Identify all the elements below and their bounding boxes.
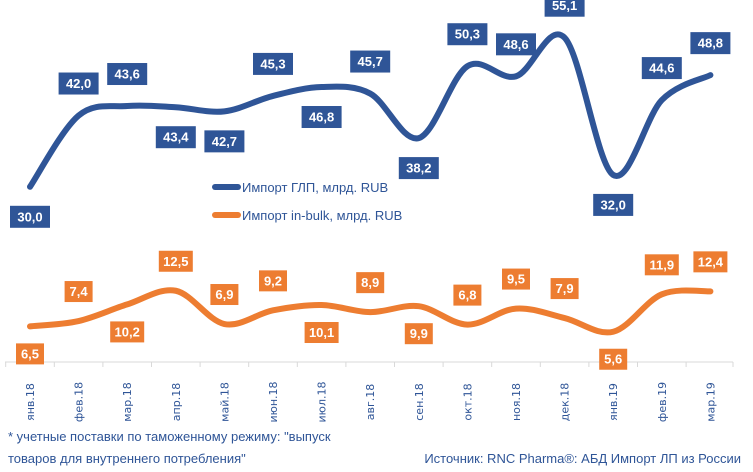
data-label-box <box>690 32 731 55</box>
x-tick-label: апр.18 <box>170 383 183 421</box>
data-label-box <box>644 254 679 276</box>
data-label: 5,6 <box>604 352 622 367</box>
data-label: 48,8 <box>698 36 723 51</box>
series-line-glp <box>27 31 714 190</box>
data-label: 7,9 <box>556 281 574 296</box>
data-label-box <box>447 23 488 46</box>
data-label: 50,3 <box>455 27 480 42</box>
x-tick-label: фев.19 <box>656 382 669 422</box>
data-label-box <box>496 33 536 56</box>
source-note: Источник: RNC Pharma®: АБД Импорт ЛП из … <box>424 451 741 466</box>
data-label: 9,5 <box>507 272 525 287</box>
x-tick-label: окт.18 <box>461 383 474 420</box>
data-label: 43,6 <box>115 67 140 82</box>
data-label-box <box>453 284 482 306</box>
data-label-box <box>16 343 44 365</box>
data-label-box <box>356 272 385 294</box>
data-label-box <box>58 72 99 95</box>
footnote-line-2: товаров для внутреннего потребления" <box>8 451 246 466</box>
data-label: 12,5 <box>163 254 188 269</box>
data-label-box <box>693 251 728 273</box>
data-label-box <box>253 52 293 75</box>
data-label-box <box>544 0 585 17</box>
data-label: 45,3 <box>260 56 285 71</box>
data-label: 8,9 <box>361 275 379 290</box>
data-label: 42,0 <box>66 76 91 91</box>
data-label-box <box>593 193 634 216</box>
data-label: 10,1 <box>309 325 334 340</box>
data-label-box <box>210 284 239 306</box>
data-label-box <box>10 205 50 228</box>
data-label: 46,8 <box>309 110 334 125</box>
data-label-box <box>301 106 342 129</box>
data-label-box <box>158 250 193 272</box>
data-label: 45,7 <box>358 54 383 69</box>
data-label-box <box>550 278 579 300</box>
data-label: 42,7 <box>212 134 237 149</box>
x-tick-label: ноя.18 <box>510 383 523 421</box>
data-label: 6,8 <box>458 288 476 303</box>
x-tick-label: май.18 <box>218 382 231 422</box>
x-tick-label: дек.18 <box>559 383 572 422</box>
data-label: 32,0 <box>601 197 626 212</box>
x-tick-label: янв.18 <box>24 383 37 421</box>
data-label-box <box>502 268 530 290</box>
data-label: 11,9 <box>650 257 675 272</box>
data-label-box <box>350 50 391 73</box>
data-label-box <box>404 323 433 345</box>
x-tick-label: авг.18 <box>364 384 377 421</box>
data-label-box <box>107 63 148 86</box>
data-label-box <box>110 321 145 343</box>
data-label: 9,2 <box>264 273 282 288</box>
x-tick-label: фев.18 <box>73 382 86 422</box>
x-tick-label: июл.18 <box>316 382 329 423</box>
data-label: 55,1 <box>552 0 577 13</box>
data-label-box <box>599 348 628 370</box>
x-tick-label: мар.18 <box>121 382 134 422</box>
data-label-box <box>155 126 196 149</box>
data-label-box <box>641 57 682 80</box>
data-label: 6,5 <box>21 346 39 361</box>
data-label-box <box>304 322 339 344</box>
x-tick-label: июн.18 <box>267 381 280 422</box>
data-label-box <box>64 281 93 303</box>
data-label: 44,6 <box>649 61 674 76</box>
x-tick-label: сен.18 <box>413 383 426 421</box>
x-tick-label: янв.19 <box>607 383 620 421</box>
data-label: 12,4 <box>698 254 724 269</box>
legend-label: Импорт in-bulk, млрд. RUB <box>242 208 402 223</box>
legend-label: Импорт ГЛП, млрд. RUB <box>242 180 388 195</box>
data-label-box <box>398 157 439 180</box>
data-label-box <box>259 270 287 292</box>
data-label: 30,0 <box>17 209 42 224</box>
series-line-inbulk <box>27 287 714 336</box>
data-label: 10,2 <box>115 324 140 339</box>
data-label-box <box>204 130 245 153</box>
data-label: 7,4 <box>70 284 89 299</box>
data-label: 6,9 <box>215 287 233 302</box>
x-tick-label: мар.19 <box>704 382 717 422</box>
data-label: 9,9 <box>410 326 428 341</box>
data-label: 43,4 <box>163 130 189 145</box>
data-label: 38,2 <box>406 161 431 176</box>
data-label: 48,6 <box>503 37 528 52</box>
footnote: * учетные поставки по таможенному режиму… <box>8 426 331 470</box>
footnote-line-1: * учетные поставки по таможенному режиму… <box>8 429 331 444</box>
